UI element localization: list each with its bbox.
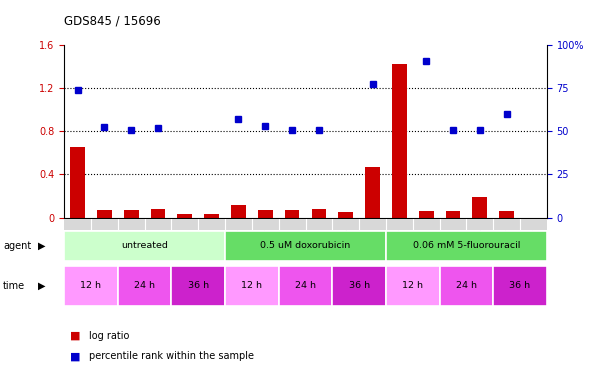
Text: GDS845 / 15696: GDS845 / 15696 [64, 15, 161, 28]
Text: 36 h: 36 h [348, 281, 370, 290]
Text: ■: ■ [70, 331, 81, 340]
Bar [64, 266, 118, 306]
Bar [97, 210, 112, 218]
Text: 24 h: 24 h [295, 281, 316, 290]
Bar [177, 214, 192, 217]
Text: 24 h: 24 h [134, 281, 155, 290]
Text: time: time [3, 281, 25, 291]
Bar [225, 266, 279, 306]
Text: log ratio: log ratio [89, 331, 129, 340]
Bar [151, 209, 166, 218]
Bar [472, 197, 487, 217]
Text: ■: ■ [70, 351, 81, 361]
Bar [332, 266, 386, 306]
Text: 24 h: 24 h [456, 281, 477, 290]
Bar [285, 210, 299, 218]
Bar [493, 266, 547, 306]
Bar [64, 231, 225, 261]
Bar [204, 214, 219, 217]
Text: 12 h: 12 h [81, 281, 101, 290]
Bar [365, 167, 380, 218]
Text: 0.06 mM 5-fluorouracil: 0.06 mM 5-fluorouracil [412, 241, 520, 250]
Text: 0.5 uM doxorubicin: 0.5 uM doxorubicin [260, 241, 351, 250]
Text: 12 h: 12 h [241, 281, 262, 290]
Text: percentile rank within the sample: percentile rank within the sample [89, 351, 254, 361]
Bar [419, 211, 434, 217]
Bar [386, 231, 547, 261]
Text: 36 h: 36 h [188, 281, 209, 290]
Bar [118, 266, 172, 306]
Text: 12 h: 12 h [402, 281, 423, 290]
Bar [392, 64, 407, 218]
Bar [312, 209, 326, 218]
Bar [172, 266, 225, 306]
Bar [279, 266, 332, 306]
Bar [124, 210, 139, 218]
Bar [439, 266, 493, 306]
Bar [258, 210, 273, 218]
Bar [386, 266, 439, 306]
Bar [225, 231, 386, 261]
Bar [445, 211, 460, 217]
Bar [231, 205, 246, 218]
Text: 36 h: 36 h [510, 281, 530, 290]
Text: agent: agent [3, 241, 31, 250]
Bar [499, 211, 514, 217]
Text: ▶: ▶ [38, 281, 45, 291]
Bar [70, 147, 85, 218]
Text: untreated: untreated [121, 241, 168, 250]
Bar [338, 212, 353, 217]
Text: ▶: ▶ [38, 241, 45, 250]
